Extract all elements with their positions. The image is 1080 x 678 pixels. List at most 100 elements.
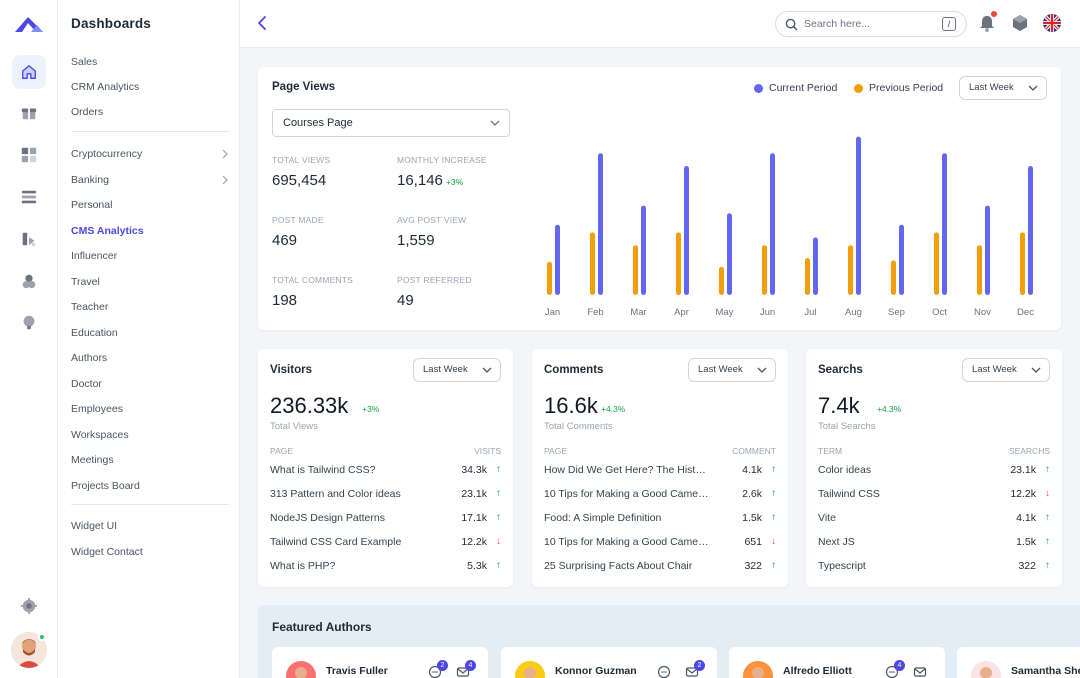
layers-icon[interactable] xyxy=(12,180,46,214)
sidebar-item-education[interactable]: Education xyxy=(71,326,229,340)
sidebar-item-cms-analytics[interactable]: CMS Analytics xyxy=(71,224,229,238)
cube-icon[interactable] xyxy=(1011,14,1029,37)
logo-icon[interactable] xyxy=(13,14,45,39)
lightbulb-icon[interactable] xyxy=(12,306,46,340)
sidebar-item-label: Projects Board xyxy=(71,479,140,492)
bar-current-period-feb[interactable] xyxy=(598,153,603,295)
sidebar-item-doctor[interactable]: Doctor xyxy=(71,377,229,391)
notification-dot xyxy=(991,11,997,17)
featured-authors-title: Featured Authors xyxy=(272,620,372,634)
sidebar-item-cryptocurrency[interactable]: Cryptocurrency xyxy=(71,147,229,161)
sidebar-item-crm-analytics[interactable]: CRM Analytics xyxy=(71,81,140,93)
bar-current-period-dec[interactable] xyxy=(1028,166,1033,295)
table-row[interactable]: How Did We Get Here? The History ... 4.1k… xyxy=(544,464,776,478)
stat-number: 198 xyxy=(272,292,298,309)
bar-current-period-sep[interactable] xyxy=(899,224,904,295)
bar-previous-period-apr[interactable] xyxy=(676,232,681,295)
user-icon[interactable] xyxy=(12,264,46,298)
sidebar-item-sales[interactable]: Sales xyxy=(71,56,98,68)
settings-icon[interactable] xyxy=(12,589,46,623)
bar-previous-period-sep[interactable] xyxy=(891,260,896,295)
sidebar-item-meetings[interactable]: Meetings xyxy=(71,453,229,467)
bar-current-period-jul[interactable] xyxy=(813,237,818,295)
back-chevron-icon[interactable] xyxy=(256,14,268,37)
sidebar-item-workspaces[interactable]: Workspaces xyxy=(71,428,229,442)
x-tick-label: Jan xyxy=(545,307,560,318)
table-row[interactable]: What is PHP? 5.3k ↑ xyxy=(270,560,501,574)
sidebar-item-projects-board[interactable]: Projects Board xyxy=(71,479,229,493)
flag-uk-icon[interactable] xyxy=(1043,14,1061,37)
bar-current-period-apr[interactable] xyxy=(684,166,689,295)
table-row[interactable]: Tailwind CSS Card Example 12.2k ↓ xyxy=(270,536,501,550)
period-dropdown[interactable]: Last Week xyxy=(413,358,501,382)
chat-icon[interactable] xyxy=(657,665,671,678)
bar-previous-period-aug[interactable] xyxy=(848,245,853,295)
sidebar-item-orders[interactable]: Orders xyxy=(71,106,104,118)
bar-previous-period-feb[interactable] xyxy=(590,232,595,295)
page-views-period-dropdown[interactable]: Last Week xyxy=(959,76,1047,100)
bar-current-period-oct[interactable] xyxy=(942,153,947,295)
table-row[interactable]: What is Tailwind CSS? 34.3k ↑ xyxy=(270,464,501,478)
sidebar-item-employees[interactable]: Employees xyxy=(71,402,229,416)
table-row[interactable]: Food: A Simple Definition 1.5k ↑ xyxy=(544,512,776,526)
bar-current-period-mar[interactable] xyxy=(641,205,646,295)
sidebar-item-personal[interactable]: Personal xyxy=(71,198,229,212)
table-row[interactable]: Tailwind CSS 12.2k ↓ xyxy=(818,488,1050,502)
mail-icon[interactable] xyxy=(456,665,470,678)
home-icon[interactable] xyxy=(12,55,46,89)
bar-previous-period-oct[interactable] xyxy=(934,232,939,295)
arrow-up-icon: ↑ xyxy=(496,512,501,523)
sidebar-item-influencer[interactable]: Influencer xyxy=(71,249,229,263)
bar-previous-period-mar[interactable] xyxy=(633,245,638,295)
table-row[interactable]: Vite 4.1k ↑ xyxy=(818,512,1050,526)
card-total-value: 16.6k xyxy=(544,393,598,418)
sidebar-item-banking[interactable]: Banking xyxy=(71,173,229,187)
table-row[interactable]: Next JS 1.5k ↑ xyxy=(818,536,1050,550)
table-row[interactable]: 10 Tips for Making a Good Camera ... 651 ↓ xyxy=(544,536,776,550)
author-avatar xyxy=(286,661,316,678)
table-row[interactable]: 25 Surprising Facts About Chair 322 ↑ xyxy=(544,560,776,574)
bell-icon[interactable] xyxy=(979,14,995,37)
table-row[interactable]: Color ideas 23.1k ↑ xyxy=(818,464,1050,478)
stat-number: 1,559 xyxy=(397,232,435,249)
period-dropdown[interactable]: Last Week xyxy=(688,358,776,382)
table-row[interactable]: 10 Tips for Making a Good Camera... 2.6k ↑ xyxy=(544,488,776,502)
bar-current-period-may[interactable] xyxy=(727,213,732,295)
search-input[interactable]: Search here... / xyxy=(775,11,967,37)
mail-icon[interactable] xyxy=(685,665,699,678)
gift-icon[interactable] xyxy=(12,96,46,130)
sidebar-item-travel[interactable]: Travel xyxy=(71,275,229,289)
bar-current-period-jun[interactable] xyxy=(770,153,775,295)
bar-previous-period-dec[interactable] xyxy=(1020,232,1025,295)
legend-current: Current Period xyxy=(754,82,837,94)
sidebar-item-widget-ui[interactable]: Widget UI xyxy=(71,520,118,532)
author-card[interactable]: Samantha Shelton xyxy=(957,647,1080,678)
bar-previous-period-jun[interactable] xyxy=(762,245,767,295)
stat-label: TOTAL COMMENTS xyxy=(272,275,354,285)
bar-previous-period-may[interactable] xyxy=(719,266,724,295)
table-row[interactable]: NodeJS Design Patterns 17.1k ↑ xyxy=(270,512,501,526)
page-select[interactable]: Courses Page xyxy=(272,109,510,137)
chevron-right-icon xyxy=(221,173,229,192)
bar-previous-period-nov[interactable] xyxy=(977,245,982,295)
card-change: +4.3% xyxy=(601,404,626,414)
bar-current-period-jan[interactable] xyxy=(555,224,560,295)
author-card[interactable]: Travis Fuller 2 4 xyxy=(272,647,488,678)
sidebar-item-teacher[interactable]: Teacher xyxy=(71,300,229,314)
apps-icon[interactable] xyxy=(12,222,46,256)
author-card[interactable]: Konnor Guzman 2 xyxy=(501,647,717,678)
mail-icon[interactable] xyxy=(913,665,927,678)
author-card[interactable]: Alfredo Elliott 4 xyxy=(729,647,945,678)
grid-icon[interactable] xyxy=(12,138,46,172)
sidebar-item-authors[interactable]: Authors xyxy=(71,351,229,365)
table-row[interactable]: Typescript 322 ↑ xyxy=(818,560,1050,574)
bar-current-period-nov[interactable] xyxy=(985,205,990,295)
column-header: VISITS xyxy=(474,446,501,456)
bar-current-period-aug[interactable] xyxy=(856,136,861,295)
period-dropdown[interactable]: Last Week xyxy=(962,358,1050,382)
bar-previous-period-jan[interactable] xyxy=(547,261,552,295)
row-value: 17.1k xyxy=(461,512,487,524)
bar-previous-period-jul[interactable] xyxy=(805,257,810,295)
table-row[interactable]: 313 Pattern and Color ideas 23.1k ↑ xyxy=(270,488,501,502)
sidebar-item-widget-contact[interactable]: Widget Contact xyxy=(71,546,143,558)
